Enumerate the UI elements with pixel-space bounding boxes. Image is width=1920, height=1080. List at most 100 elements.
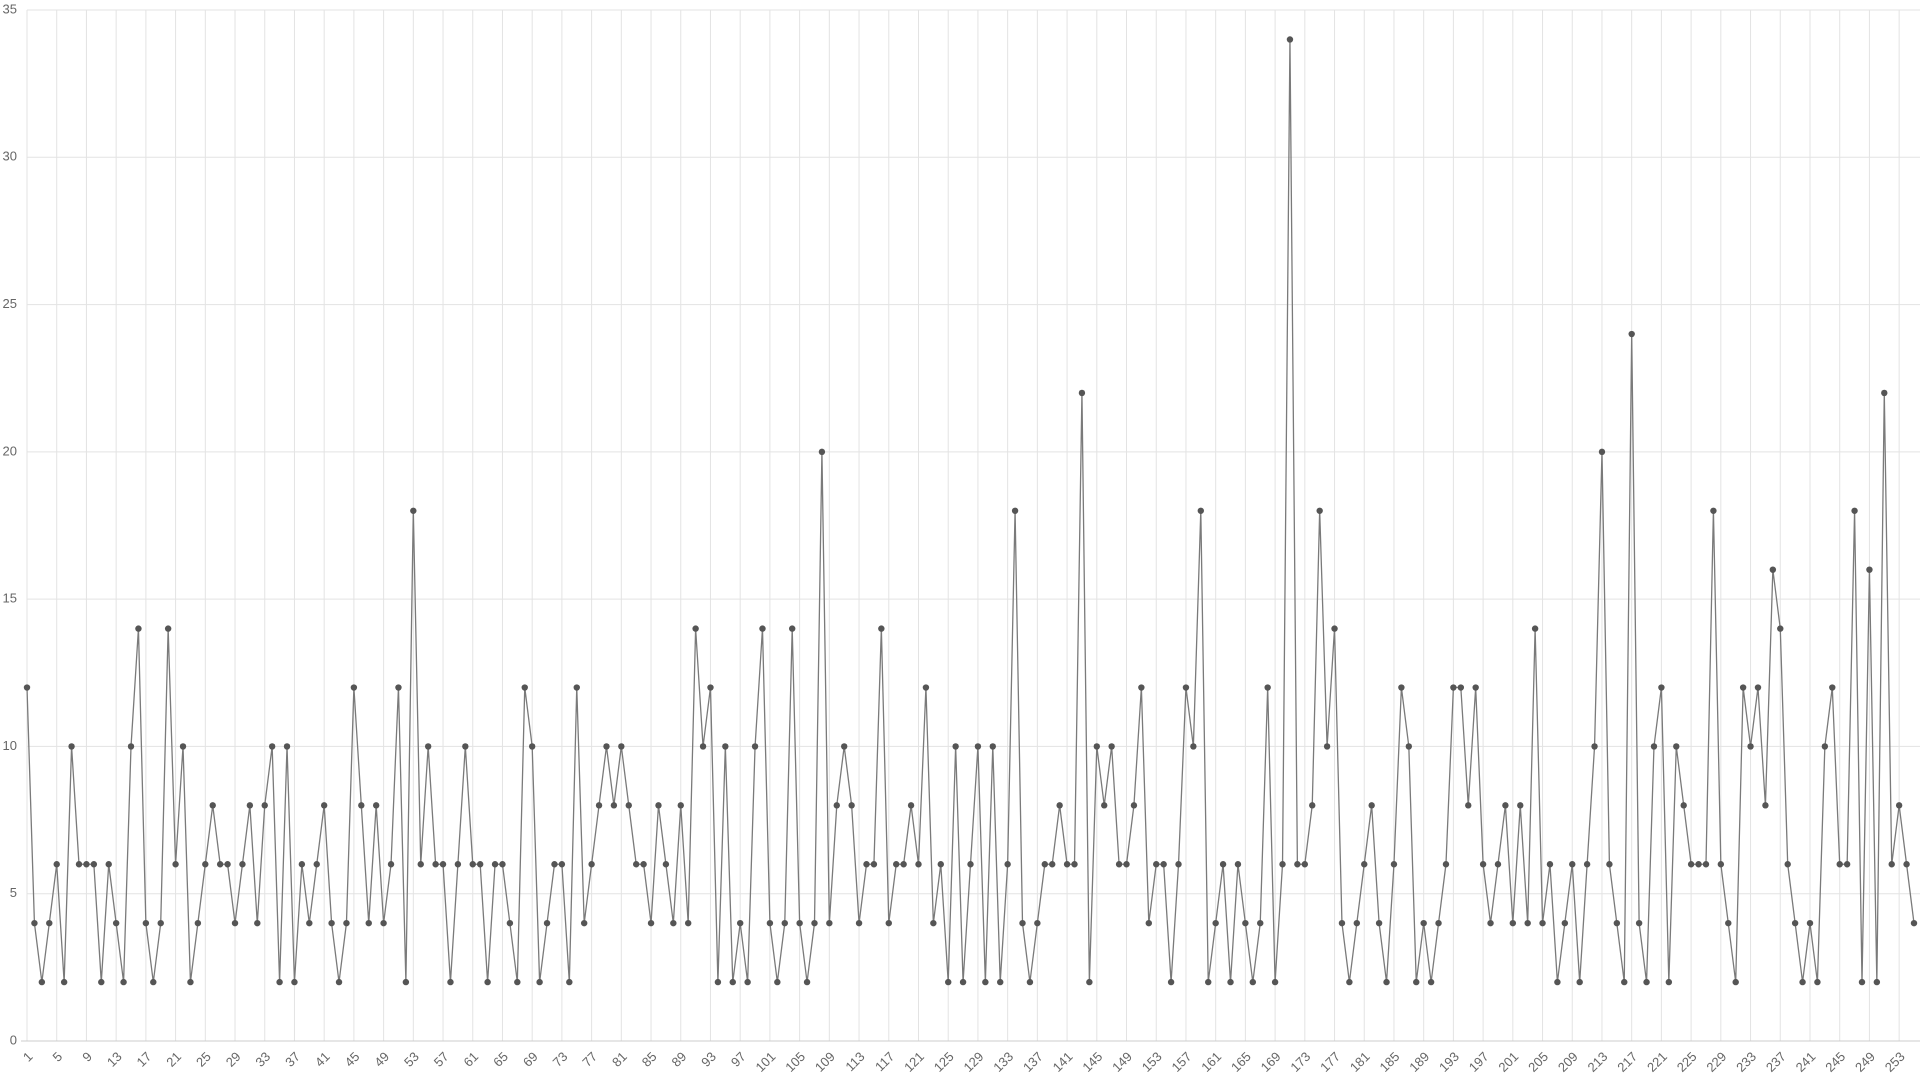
point (1791, 919, 1799, 927)
y-tick-label: 5 (10, 885, 17, 900)
point (402, 978, 410, 986)
point (187, 978, 194, 986)
x-tick-label: 13 (104, 1049, 125, 1070)
point (1205, 978, 1212, 986)
point (1591, 743, 1598, 750)
y-tick-label: 10 (3, 738, 17, 753)
point (818, 448, 826, 456)
point (350, 684, 358, 691)
point (1049, 861, 1056, 868)
point (387, 861, 395, 868)
x-tick-label: 149 (1109, 1049, 1135, 1075)
point (759, 625, 766, 632)
point (751, 743, 759, 750)
point (1628, 330, 1635, 338)
x-tick-label: 193 (1436, 1049, 1462, 1075)
x-tick-label: 245 (1822, 1049, 1848, 1075)
point (1895, 802, 1903, 809)
point (1160, 861, 1167, 868)
point (1762, 802, 1769, 809)
x-tick-label: 165 (1228, 1049, 1254, 1075)
point (766, 919, 774, 927)
point (127, 743, 135, 750)
point (1903, 861, 1910, 868)
point (246, 802, 254, 809)
point (1353, 919, 1361, 927)
point (1531, 625, 1539, 632)
point (216, 861, 224, 868)
point (1502, 802, 1509, 809)
point (551, 861, 558, 868)
point (1836, 861, 1843, 868)
x-tick-label: 129 (961, 1049, 987, 1075)
y-tick-label: 30 (3, 149, 17, 164)
point (365, 919, 372, 927)
point (1071, 861, 1078, 868)
point (1799, 978, 1806, 986)
point (83, 861, 90, 868)
x-tick-label: 101 (753, 1049, 779, 1075)
point (1338, 919, 1346, 927)
point (499, 861, 506, 868)
point (298, 861, 306, 868)
point (558, 861, 566, 868)
point (120, 978, 127, 986)
point (1368, 802, 1375, 809)
point (380, 919, 387, 927)
point (1063, 861, 1071, 868)
point (1583, 861, 1591, 868)
point (1383, 978, 1390, 986)
x-tick-label: 77 (579, 1049, 600, 1070)
point (439, 861, 447, 868)
point (60, 978, 68, 986)
point (1569, 861, 1576, 868)
y-tick-label: 0 (10, 1032, 17, 1047)
point (432, 861, 439, 868)
point (491, 861, 499, 868)
point (1717, 861, 1725, 868)
x-tick-label: 141 (1050, 1049, 1076, 1075)
point (595, 802, 603, 809)
point (1710, 507, 1717, 514)
point (1279, 861, 1286, 868)
point (1888, 861, 1895, 868)
point (395, 684, 402, 691)
point (75, 861, 83, 868)
point (372, 802, 380, 809)
point (848, 802, 855, 809)
point (417, 861, 424, 868)
point (580, 919, 588, 927)
point (1219, 861, 1227, 868)
point (573, 684, 580, 691)
point (1390, 861, 1398, 868)
point (306, 919, 313, 927)
x-tick-label: 109 (812, 1049, 838, 1075)
point (1643, 978, 1650, 986)
point (922, 684, 930, 691)
point (781, 919, 788, 927)
point (23, 684, 31, 691)
y-tick-label: 15 (3, 591, 17, 606)
x-tick-label: 49 (371, 1049, 392, 1070)
x-tick-label: 213 (1585, 1049, 1611, 1075)
point (789, 625, 796, 632)
point (1130, 802, 1138, 809)
point (313, 861, 320, 868)
x-tick-label: 237 (1763, 1049, 1789, 1075)
point (952, 743, 959, 750)
point (647, 919, 655, 927)
x-tick-label: 189 (1406, 1049, 1432, 1075)
point (863, 861, 870, 868)
point (1249, 978, 1257, 986)
point (1361, 861, 1368, 868)
point (268, 743, 276, 750)
x-tick-label: 81 (609, 1049, 630, 1070)
point (1197, 507, 1205, 514)
point (967, 861, 974, 868)
point (997, 978, 1004, 986)
x-tick-label: 153 (1139, 1049, 1165, 1075)
x-tick-label: 157 (1169, 1049, 1195, 1075)
point (1665, 978, 1673, 986)
point (1026, 978, 1034, 986)
